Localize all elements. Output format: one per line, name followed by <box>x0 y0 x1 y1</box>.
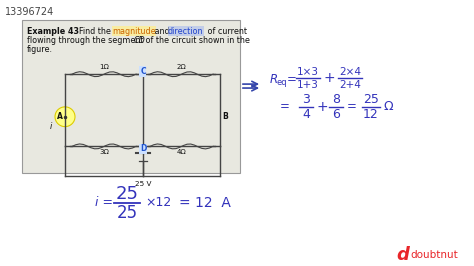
Text: 2+4: 2+4 <box>339 80 361 90</box>
Text: of current: of current <box>205 27 247 36</box>
Text: D: D <box>140 144 146 153</box>
Text: 1+3: 1+3 <box>297 80 319 90</box>
Text: 1×3: 1×3 <box>297 67 319 77</box>
Text: B: B <box>222 112 228 121</box>
Text: figure.: figure. <box>27 44 53 53</box>
Text: eq: eq <box>277 78 288 87</box>
Text: direction: direction <box>168 27 203 36</box>
Text: Ω: Ω <box>384 100 393 113</box>
Text: 13396724: 13396724 <box>5 7 54 17</box>
Text: flowing through the segment: flowing through the segment <box>27 36 146 45</box>
Text: A: A <box>57 112 63 121</box>
Text: 1Ω: 1Ω <box>99 64 109 70</box>
Text: Find the: Find the <box>79 27 113 36</box>
Text: = 12  A: = 12 A <box>179 196 231 210</box>
Text: +: + <box>317 100 328 114</box>
Text: =: = <box>287 73 297 86</box>
Text: 25: 25 <box>363 93 379 106</box>
Text: 3Ω: 3Ω <box>99 149 109 155</box>
Text: 6: 6 <box>332 108 340 121</box>
Text: 8: 8 <box>332 93 340 106</box>
Text: R: R <box>270 73 278 86</box>
Text: d: d <box>396 246 409 264</box>
Text: 25: 25 <box>117 204 137 222</box>
Text: 4: 4 <box>302 108 310 121</box>
Text: 2Ω: 2Ω <box>177 64 186 70</box>
Text: of the circuit shown in the: of the circuit shown in the <box>143 36 250 45</box>
Text: =: = <box>347 100 357 113</box>
Circle shape <box>55 107 75 127</box>
Text: 25 V: 25 V <box>135 181 151 187</box>
Text: C: C <box>140 67 146 76</box>
Text: =: = <box>280 100 290 113</box>
Text: 25: 25 <box>116 185 138 203</box>
Text: 4Ω: 4Ω <box>177 149 186 155</box>
Text: CD: CD <box>134 36 146 45</box>
Text: 12: 12 <box>363 108 379 121</box>
Text: Example 43: Example 43 <box>27 27 79 36</box>
Bar <box>22 20 240 173</box>
Text: ×12: ×12 <box>145 196 171 209</box>
Text: +: + <box>324 71 336 85</box>
Text: and: and <box>152 27 172 36</box>
Text: 3: 3 <box>302 93 310 106</box>
Text: 2×4: 2×4 <box>339 67 361 77</box>
Text: i =: i = <box>95 196 113 209</box>
Text: doubtnut: doubtnut <box>410 250 458 260</box>
Text: i: i <box>50 122 52 131</box>
Text: magnitude: magnitude <box>112 27 155 36</box>
